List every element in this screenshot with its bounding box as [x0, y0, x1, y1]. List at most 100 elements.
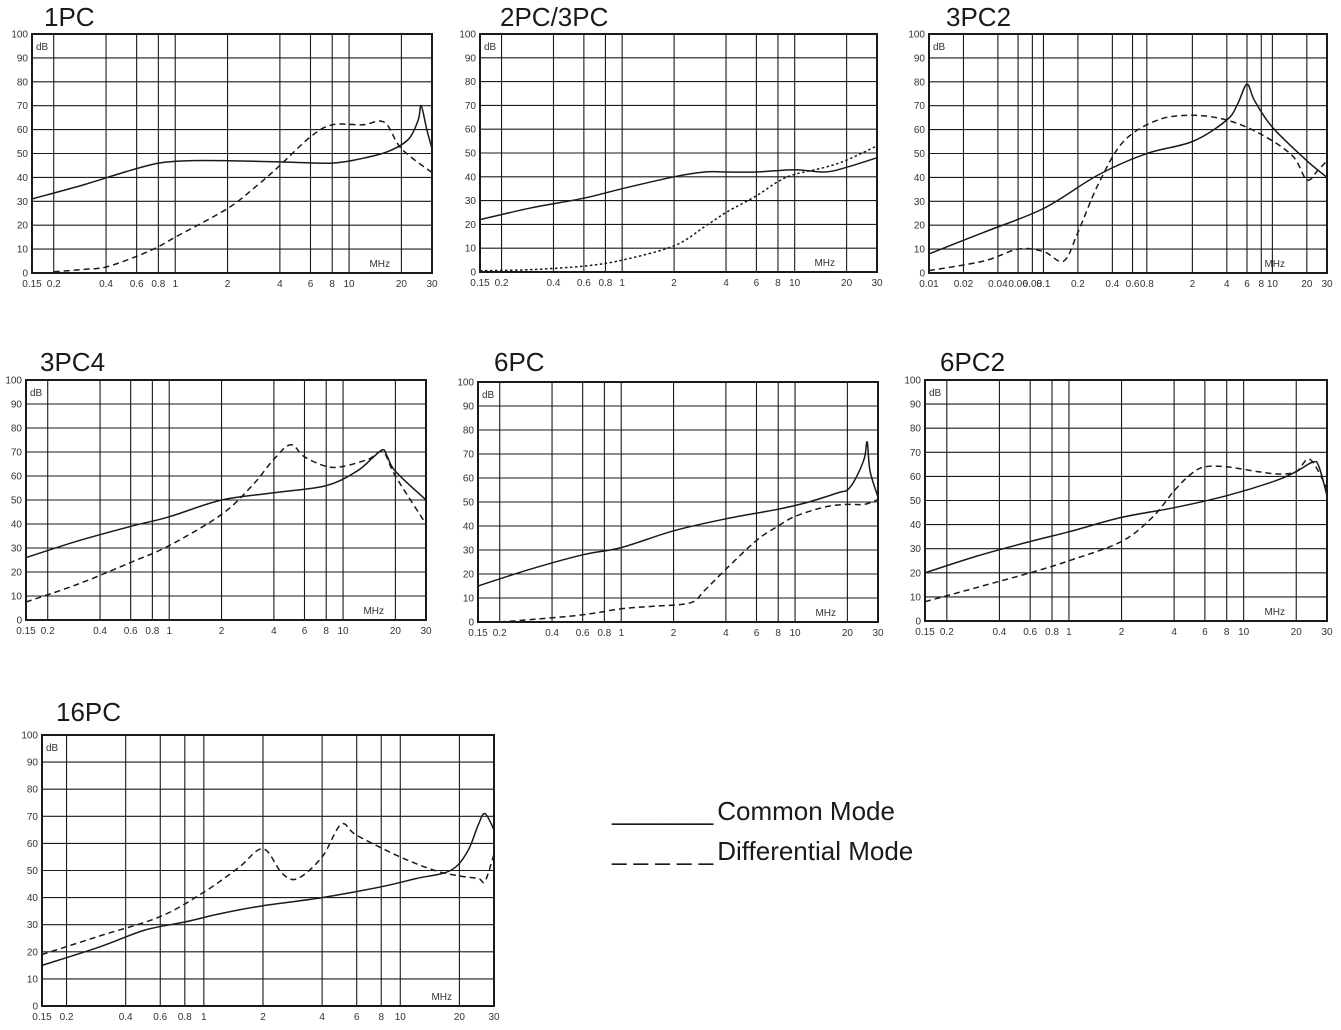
x-axis-label: MHz	[1264, 259, 1285, 270]
x-tick-label: 6	[754, 278, 760, 289]
y-tick-label: 20	[17, 221, 29, 232]
y-tick-label: 70	[463, 450, 475, 461]
series-line-common-mode	[477, 441, 879, 587]
x-tick-label: 0.2	[493, 628, 507, 639]
x-tick-label: 0.8	[1140, 279, 1154, 290]
x-tick-label: 1	[166, 626, 172, 637]
y-tick-label: 100	[908, 30, 925, 41]
y-tick-label: 20	[465, 220, 477, 231]
plot-2pc-3pc: 0 10 20 30 40 50 60 70 80 90 100 0.15 0.2 0.4 0.6 0.8 1 2…	[459, 30, 883, 290]
legend-swatch-dashed: _ _ _ _ _	[612, 836, 714, 866]
plot-6pc: 0 10 20 30 40 50 60 70 80 90 100 0.15 0.2 0.4 0.6 0.8 1 2…	[457, 378, 884, 640]
series-line-differential-mode	[479, 145, 878, 272]
plot-frame	[31, 33, 433, 274]
chart-title-6pc: 6PC	[494, 347, 545, 377]
x-axis-label: MHz	[814, 258, 835, 269]
x-tick-label: 0.4	[99, 279, 113, 290]
series-line-common-mode	[479, 157, 878, 221]
legend-swatch-solid: _______	[612, 796, 714, 826]
x-tick-label: 0.06	[1008, 279, 1028, 290]
y-tick-label: 90	[27, 758, 39, 769]
x-tick-label: 0.2	[47, 279, 61, 290]
y-tick-label: 90	[17, 53, 29, 64]
series-line-common-mode	[25, 448, 427, 559]
series-line-common-mode	[924, 460, 1328, 574]
x-tick-label: 0.8	[151, 279, 165, 290]
y-tick-label: 50	[27, 866, 39, 877]
y-tick-label: 10	[914, 245, 926, 256]
x-tick-label: 8	[1224, 627, 1230, 638]
y-tick-label: 40	[17, 173, 29, 184]
x-tick-label: 2	[225, 279, 231, 290]
series-line-common-mode	[41, 812, 495, 967]
y-tick-label: 40	[11, 520, 23, 531]
y-tick-label: 60	[914, 125, 926, 136]
series-line-differential-mode	[53, 120, 433, 273]
y-axis-label: dB	[36, 42, 49, 53]
legend-label-common-mode: Common Mode	[717, 796, 895, 826]
x-tick-label: 0.4	[992, 627, 1006, 638]
y-tick-label: 0	[470, 268, 476, 279]
y-tick-label: 40	[914, 173, 926, 184]
x-tick-label: 6	[308, 279, 314, 290]
y-tick-label: 40	[27, 893, 39, 904]
y-tick-label: 70	[27, 812, 39, 823]
y-tick-label: 90	[910, 400, 922, 411]
x-tick-label: 20	[1301, 279, 1313, 290]
y-axis-label: dB	[929, 388, 942, 399]
x-tick-label: 10	[1238, 627, 1250, 638]
x-tick-label: 0.8	[1045, 627, 1059, 638]
y-tick-label: 60	[910, 472, 922, 483]
x-tick-label: 10	[395, 1012, 407, 1023]
y-tick-label: 70	[465, 101, 477, 112]
y-tick-label: 20	[27, 947, 39, 958]
y-tick-label: 60	[463, 474, 475, 485]
y-tick-label: 100	[11, 30, 28, 41]
chart-title-6pc2: 6PC2	[940, 347, 1006, 377]
y-tick-label: 80	[27, 785, 39, 796]
x-tick-label: 10	[343, 279, 355, 290]
series-line-differential-mode	[41, 822, 495, 956]
x-tick-label: 4	[723, 278, 729, 289]
x-tick-label: 1	[619, 278, 625, 289]
x-tick-label: 2	[1119, 627, 1125, 638]
x-tick-label: 6	[302, 626, 308, 637]
y-axis-label: dB	[484, 42, 497, 53]
plot-frame	[477, 381, 879, 623]
x-tick-label: 30	[426, 279, 438, 290]
y-tick-label: 60	[17, 125, 29, 136]
x-tick-label: 2	[671, 278, 677, 289]
y-tick-label: 30	[17, 197, 29, 208]
series-line-differential-mode	[499, 498, 879, 623]
y-axis-label: dB	[30, 388, 43, 399]
y-tick-label: 60	[465, 125, 477, 136]
y-tick-label: 90	[465, 53, 477, 64]
x-tick-label: 0.4	[547, 278, 561, 289]
x-tick-label: 1	[1066, 627, 1072, 638]
x-tick-label: 0.1	[1037, 279, 1051, 290]
x-tick-label: 8	[329, 279, 335, 290]
x-tick-label: 0.4	[119, 1012, 133, 1023]
y-tick-label: 30	[465, 196, 477, 207]
x-tick-label: 0.6	[130, 279, 144, 290]
x-tick-label: 8	[1259, 279, 1265, 290]
plot-frame	[928, 33, 1328, 274]
x-tick-label: 20	[454, 1012, 466, 1023]
y-tick-label: 80	[11, 424, 23, 435]
y-tick-label: 30	[463, 546, 475, 557]
y-tick-label: 30	[11, 544, 23, 555]
chart-legend: _______ Common Mode _ _ _ _ _ Differenti…	[612, 796, 913, 876]
y-axis-label: dB	[933, 42, 946, 53]
plot-3pc4: 0 10 20 30 40 50 60 70 80 90 100 0.15 0.2 0.4 0.6 0.8 1 2…	[5, 376, 432, 638]
y-tick-label: 40	[463, 522, 475, 533]
chart-title-1pc: 1PC	[44, 2, 95, 32]
plot-6pc2: 0 10 20 30 40 50 60 70 80 90 100 0.15 0.2 0.4 0.6 0.8 1 2…	[904, 376, 1333, 639]
x-tick-label: 0.2	[60, 1012, 74, 1023]
series-line-differential-mode	[924, 458, 1328, 603]
y-tick-label: 40	[465, 172, 477, 183]
x-tick-label: 0.08	[1023, 279, 1043, 290]
y-tick-label: 10	[463, 594, 475, 605]
x-tick-label: 0.15	[22, 279, 42, 290]
y-tick-label: 0	[22, 269, 28, 280]
